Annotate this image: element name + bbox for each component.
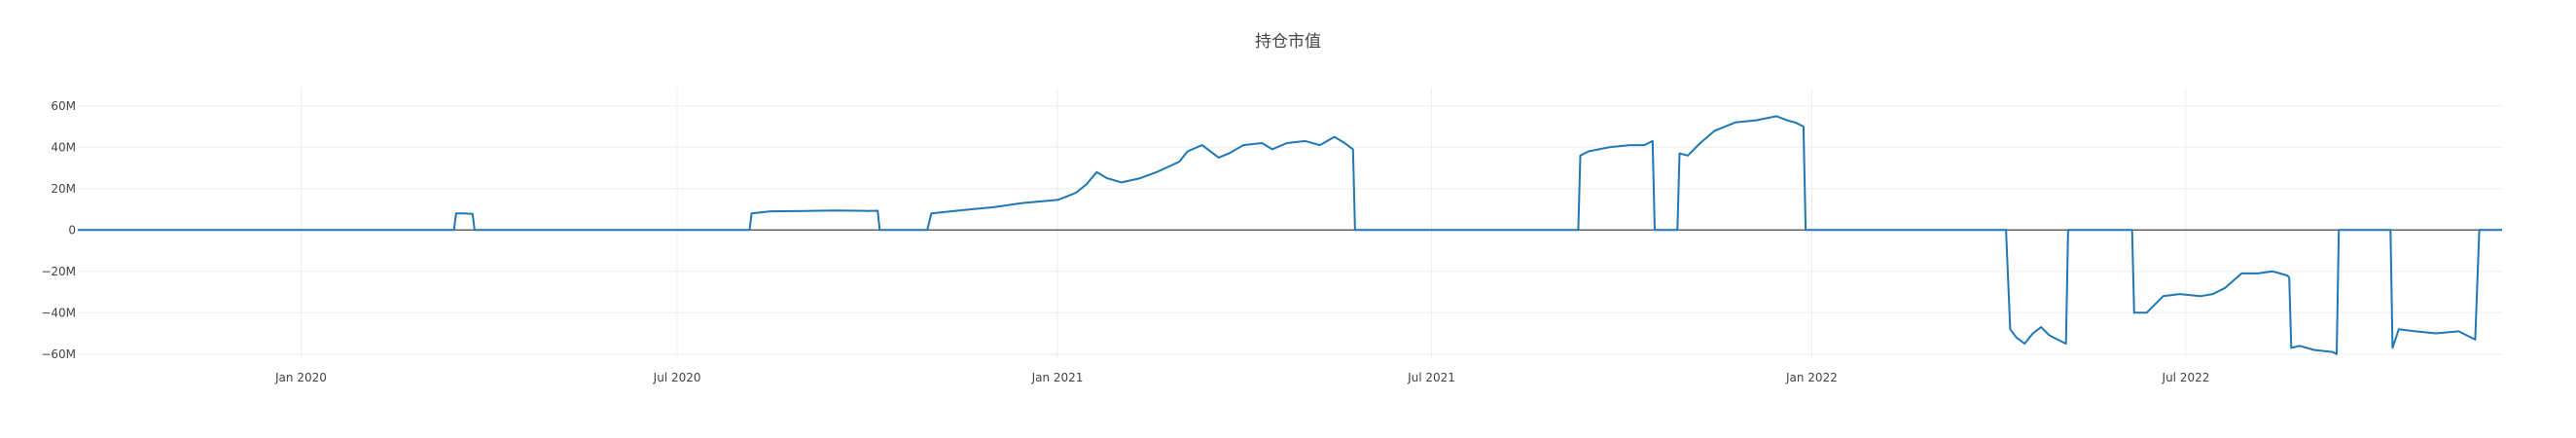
y-tick-label: −40M — [41, 306, 76, 319]
y-tick: 20M — [51, 182, 76, 196]
y-tick: 40M — [51, 140, 76, 154]
x-tick: Jul 2020 — [653, 371, 701, 384]
y-tick: −60M — [41, 347, 76, 361]
x-tick-label: Jan 2022 — [1785, 371, 1838, 384]
chart-title: 持仓市值 — [1255, 32, 1321, 52]
x-tick-label: Jan 2021 — [1031, 371, 1084, 384]
x-tick-label: Jul 2020 — [653, 371, 701, 384]
y-tick-label: 20M — [51, 182, 76, 196]
y-tick-label: 0 — [68, 223, 76, 237]
series-layer — [78, 115, 2502, 355]
grid-layer — [78, 88, 2502, 358]
y-tick: 0 — [68, 223, 76, 237]
y-tick: −20M — [41, 265, 76, 278]
x-tick: Jan 2020 — [274, 371, 327, 384]
x-tick: Jan 2021 — [1031, 371, 1084, 384]
y-tick: 60M — [51, 99, 76, 113]
x-axis: Jan 2020 Jul 2020 Jan 2021 Jul 2021 Jan 2022… — [274, 371, 2209, 384]
series-line — [78, 115, 2502, 355]
y-tick-label: 40M — [51, 140, 76, 154]
x-tick: Jul 2022 — [2162, 371, 2210, 384]
y-axis: 60M 40M 20M 0 −20M −40M −60M — [41, 99, 76, 361]
x-tick-label: Jan 2020 — [274, 371, 327, 384]
y-tick-label: −20M — [41, 265, 76, 278]
x-tick-label: Jul 2021 — [1407, 371, 1455, 384]
x-tick-label: Jul 2022 — [2162, 371, 2210, 384]
x-tick: Jan 2022 — [1785, 371, 1838, 384]
x-tick: Jul 2021 — [1407, 371, 1455, 384]
y-tick: −40M — [41, 306, 76, 319]
y-tick-label: 60M — [51, 99, 76, 113]
y-tick-label: −60M — [41, 347, 76, 361]
